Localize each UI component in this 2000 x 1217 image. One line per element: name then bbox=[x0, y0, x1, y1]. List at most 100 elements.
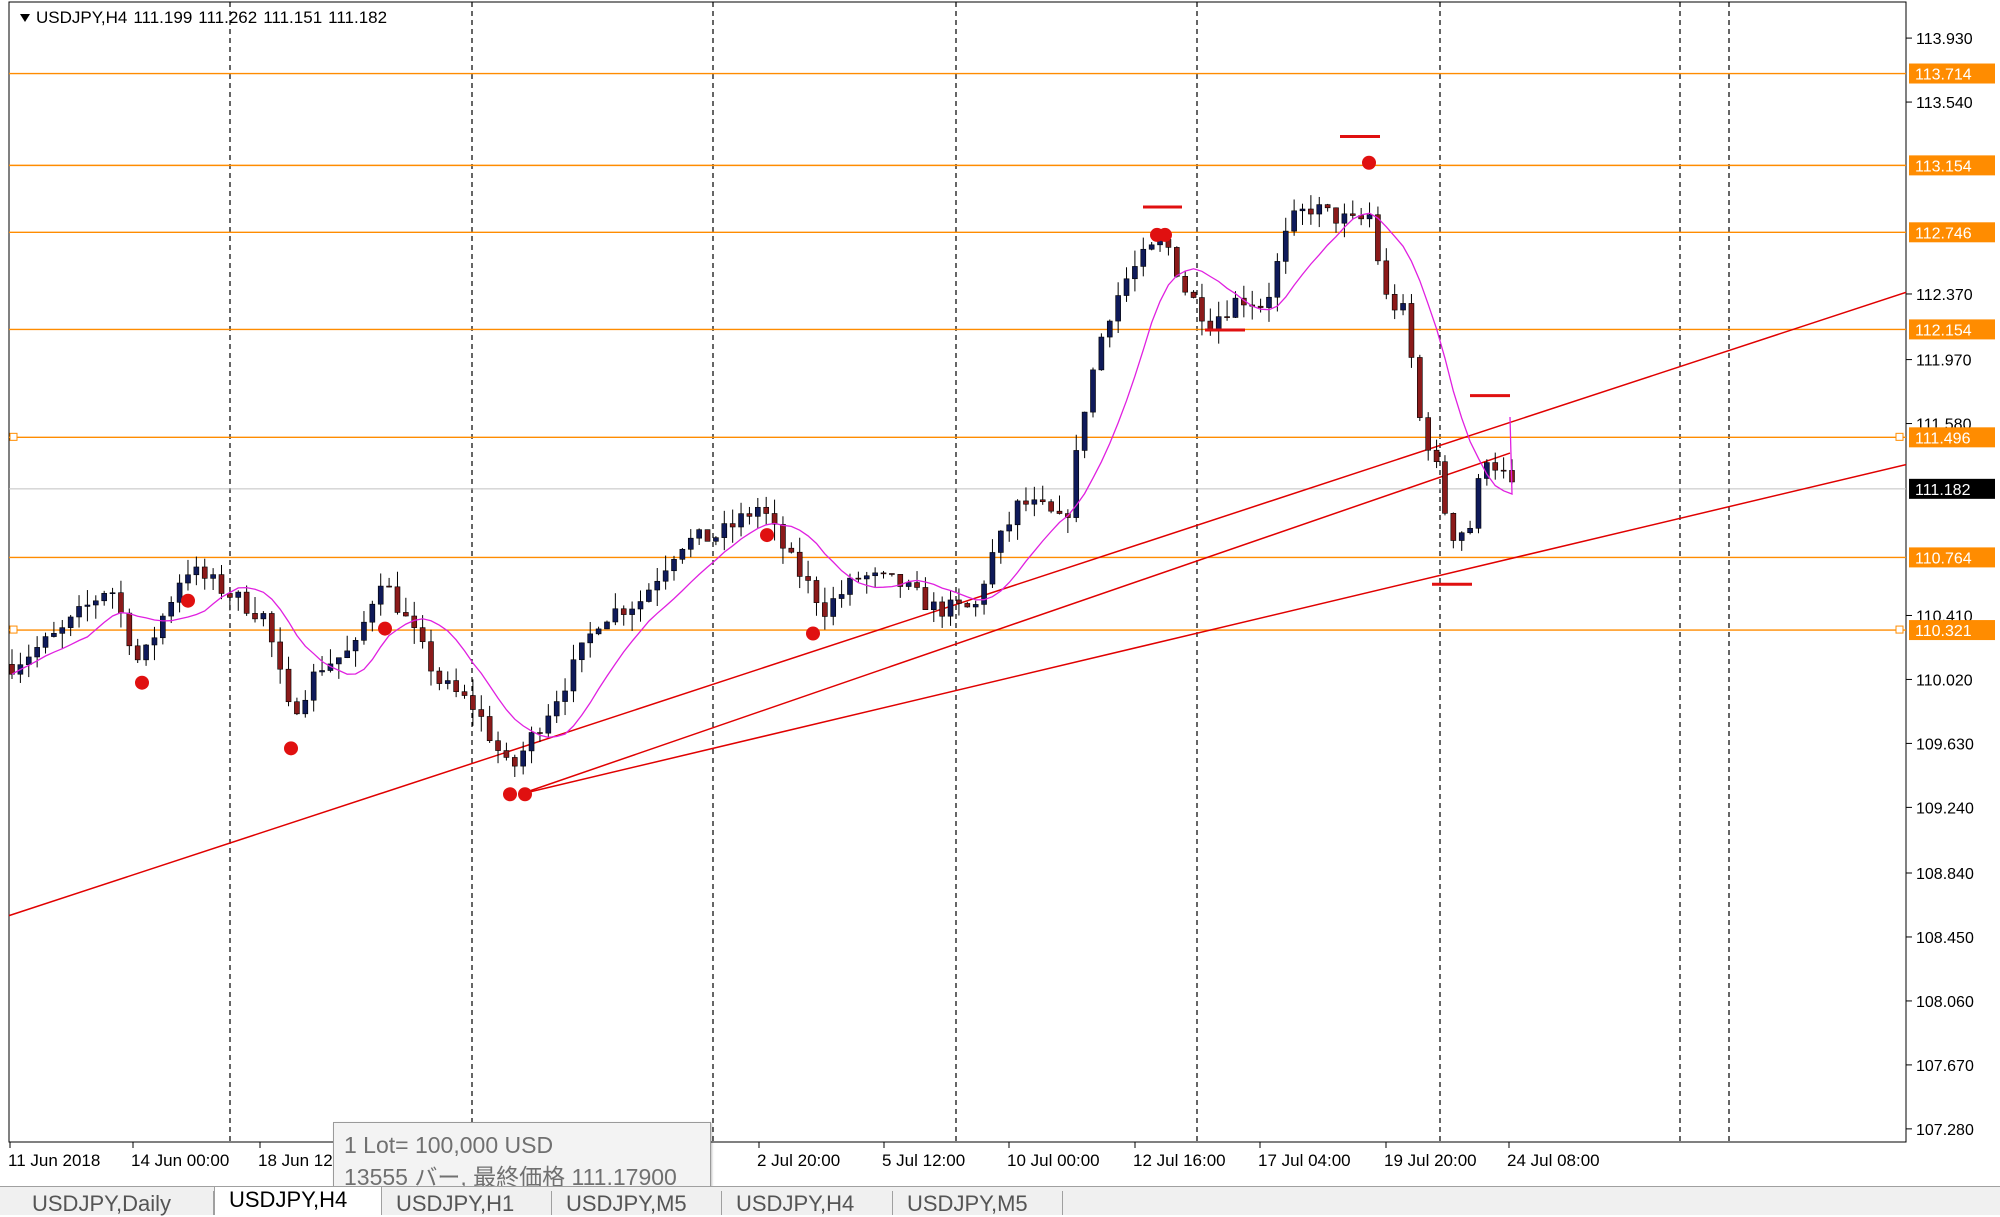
x-tick-label-5: 10 Jul 00:00 bbox=[1007, 1151, 1100, 1170]
candle-body bbox=[788, 547, 795, 553]
candle-body bbox=[134, 645, 141, 661]
candle-body bbox=[1132, 266, 1138, 280]
candle-body bbox=[855, 577, 862, 580]
y-tick-label-3: 111.970 bbox=[1916, 353, 1972, 370]
candle-body bbox=[59, 627, 66, 634]
candle-body bbox=[319, 670, 325, 673]
candle-body bbox=[520, 750, 526, 767]
candle-body bbox=[403, 612, 409, 617]
candle-body bbox=[956, 599, 962, 604]
candle-body bbox=[461, 691, 468, 696]
candle-body bbox=[905, 582, 912, 587]
candle-body bbox=[763, 506, 769, 514]
candle-body bbox=[76, 606, 82, 618]
chart-header: USDJPY,H4 111.199 111.262 111.151 111.18… bbox=[20, 8, 387, 28]
candle-body bbox=[369, 603, 376, 623]
candle-body bbox=[268, 613, 275, 643]
candle-body bbox=[746, 513, 753, 517]
tooltip-lot: 1 Lot= 100,000 USD bbox=[344, 1132, 554, 1158]
candle-body bbox=[713, 537, 719, 542]
chart-tabs: USDJPY,Daily USDJPY,H4 USDJPY,H1 USDJPY,M5 U… bbox=[0, 1186, 2000, 1216]
swing-dot-9 bbox=[1158, 227, 1172, 242]
candle-body bbox=[453, 680, 459, 692]
trendline-1 bbox=[519, 463, 1907, 795]
swing-dot-1 bbox=[181, 593, 195, 608]
tab-2[interactable]: USDJPY,H1 bbox=[382, 1191, 552, 1216]
y-tick-label-2: 112.370 bbox=[1916, 287, 1973, 304]
candle-body bbox=[1031, 499, 1038, 505]
candle-body bbox=[252, 613, 258, 620]
candle-body bbox=[168, 602, 175, 617]
candle-body bbox=[386, 585, 392, 588]
candle-body bbox=[1081, 411, 1088, 451]
candle-body bbox=[176, 582, 183, 603]
candle-body bbox=[889, 573, 895, 575]
tab-5[interactable]: USDJPY,M5 bbox=[893, 1191, 1063, 1216]
tab-4[interactable]: USDJPY,H4 bbox=[722, 1191, 893, 1216]
tab-3[interactable]: USDJPY,M5 bbox=[552, 1191, 722, 1216]
collapse-triangle-icon[interactable] bbox=[20, 14, 30, 22]
candle-body bbox=[344, 650, 350, 659]
candle-body bbox=[470, 695, 476, 710]
tooltip-bars: 13555 バー, 最終価格 111.17900 bbox=[344, 1164, 677, 1190]
x-tick-label-9: 24 Jul 08:00 bbox=[1507, 1151, 1600, 1170]
candle-body bbox=[553, 701, 560, 717]
candle-body bbox=[218, 574, 225, 594]
candle-body bbox=[595, 628, 602, 635]
candle-body bbox=[696, 529, 702, 539]
candle-body bbox=[503, 750, 510, 758]
y-tick-label-12: 107.670 bbox=[1916, 1058, 1974, 1075]
trendline-0 bbox=[8, 291, 1907, 917]
candle-body bbox=[805, 576, 811, 581]
candle-body bbox=[1014, 500, 1021, 526]
line-handle-left-0 bbox=[9, 432, 18, 441]
candle-body bbox=[377, 585, 384, 605]
candle-body bbox=[1199, 297, 1205, 322]
current-price-badge bbox=[1909, 478, 1995, 499]
candle-body bbox=[1375, 214, 1381, 262]
level-badge-0 bbox=[1909, 63, 1995, 84]
candle-body bbox=[1366, 214, 1373, 220]
level-badge-2 bbox=[1909, 222, 1995, 243]
candle-body bbox=[143, 644, 149, 661]
candle-body bbox=[662, 570, 669, 582]
candle-body bbox=[1039, 499, 1046, 503]
candle-body bbox=[562, 690, 568, 702]
candle-body bbox=[939, 601, 945, 617]
price-chart[interactable]: 113.930113.540112.370111.970111.580110.4… bbox=[0, 0, 2000, 1186]
candle-body bbox=[101, 593, 107, 602]
swing-dot-5 bbox=[518, 787, 532, 802]
candle-body bbox=[511, 757, 518, 767]
candle-body bbox=[1056, 510, 1063, 514]
tab-1[interactable]: USDJPY,H4 bbox=[214, 1187, 382, 1215]
candle-body bbox=[1048, 501, 1054, 512]
candle-body bbox=[495, 740, 501, 751]
candle-body bbox=[42, 636, 49, 648]
close-value: 111.182 bbox=[328, 8, 388, 27]
candle-body bbox=[235, 591, 242, 598]
candle-body bbox=[185, 574, 191, 584]
candle-body bbox=[604, 621, 610, 630]
candle-body bbox=[419, 627, 426, 642]
candle-body bbox=[1349, 213, 1356, 216]
candle-body bbox=[193, 566, 200, 576]
candle-body bbox=[361, 621, 367, 641]
tab-0[interactable]: USDJPY,Daily bbox=[18, 1191, 214, 1216]
candle-body bbox=[478, 709, 485, 717]
candle-body bbox=[1500, 469, 1507, 472]
x-tick-label-2: 18 Jun 12:00 bbox=[258, 1151, 356, 1170]
level-label-5: 110.764 bbox=[1915, 550, 1972, 567]
y-tick-label-1: 113.540 bbox=[1916, 95, 1973, 112]
x-tick-label-7: 17 Jul 04:00 bbox=[1258, 1151, 1351, 1170]
y-tick-label-9: 108.840 bbox=[1916, 866, 1974, 883]
candle-body bbox=[1442, 461, 1448, 514]
y-tick-label-7: 109.630 bbox=[1916, 736, 1974, 753]
candle-body bbox=[620, 608, 627, 615]
candle-body bbox=[394, 586, 401, 613]
candle-body bbox=[1408, 303, 1415, 358]
trendline-2 bbox=[519, 452, 1511, 795]
y-tick-label-0: 113.930 bbox=[1916, 31, 1973, 48]
line-handle-right-0 bbox=[1895, 432, 1904, 441]
candle-body bbox=[277, 641, 283, 670]
candle-body bbox=[830, 598, 837, 617]
